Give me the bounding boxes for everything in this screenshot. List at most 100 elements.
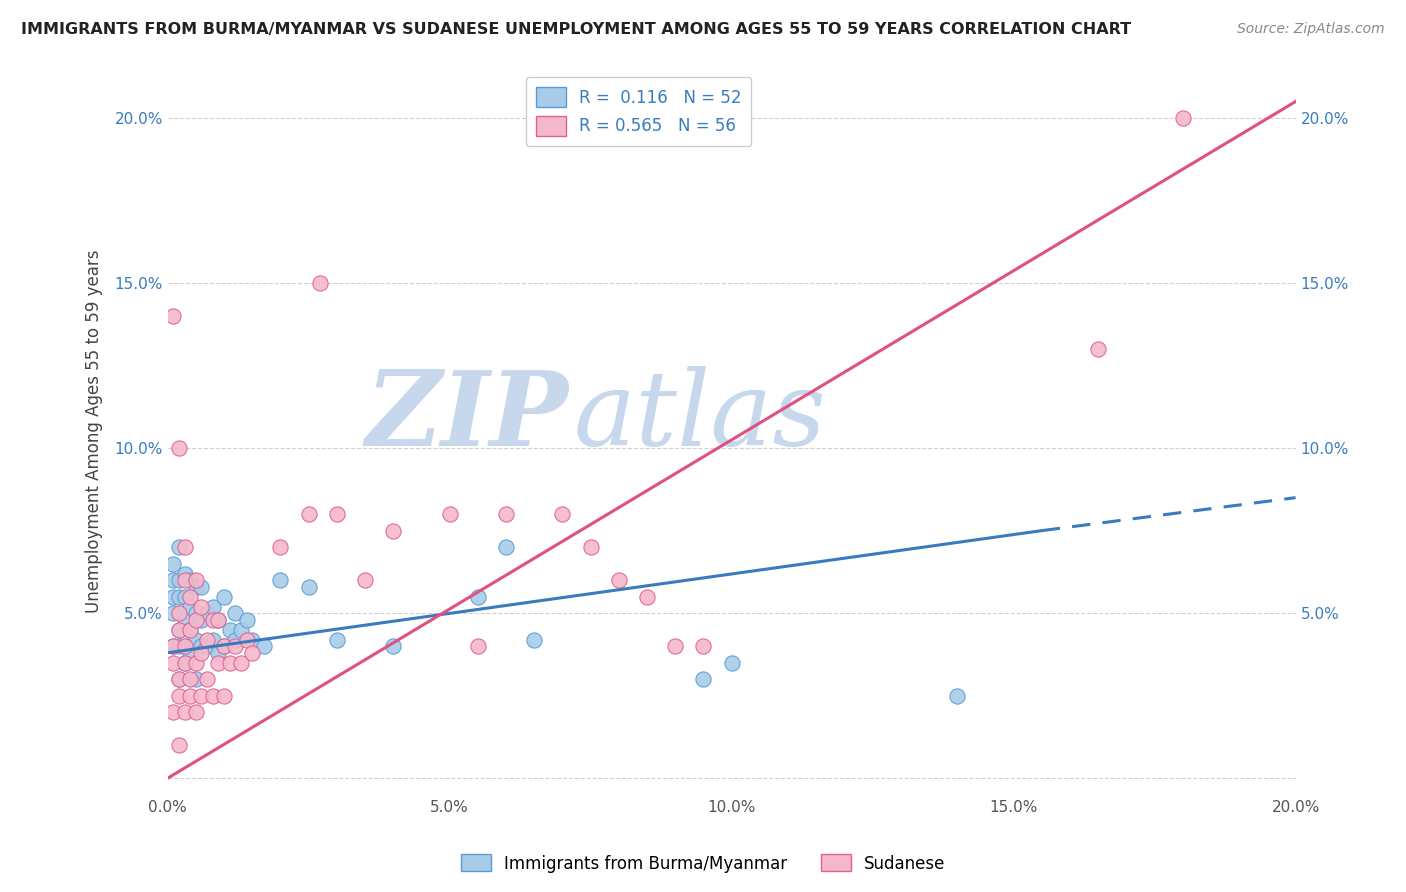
Point (162, 590, 184, 604)
Point (190, 580, 212, 594)
Point (309, 276, 332, 290)
Point (354, 573, 377, 587)
Point (167, 689, 190, 703)
Point (162, 656, 184, 670)
Point (184, 573, 207, 587)
Point (326, 507, 349, 521)
Point (173, 540, 195, 554)
Point (224, 639, 246, 653)
Point (195, 672, 218, 686)
Point (190, 599, 212, 614)
Point (229, 623, 252, 637)
Point (1087, 342, 1109, 356)
Point (162, 639, 184, 653)
Legend: R =  0.116   N = 52, R = 0.565   N = 56: R = 0.116 N = 52, R = 0.565 N = 56 (526, 77, 751, 146)
Point (207, 656, 229, 670)
Point (173, 566, 195, 581)
Point (167, 623, 190, 637)
Point (173, 573, 195, 587)
Point (207, 646, 229, 660)
Point (946, 689, 969, 703)
Point (195, 639, 218, 653)
Point (167, 672, 190, 686)
Point (692, 672, 714, 686)
Point (184, 632, 207, 647)
Point (240, 632, 263, 647)
Point (382, 524, 405, 538)
Point (439, 507, 461, 521)
Point (162, 557, 184, 571)
Point (179, 689, 201, 703)
Point (179, 623, 201, 637)
Point (298, 580, 321, 594)
Point (184, 672, 207, 686)
Point (190, 689, 212, 703)
Point (224, 606, 246, 620)
Point (607, 573, 630, 587)
Point (167, 623, 190, 637)
Point (218, 623, 240, 637)
Point (201, 613, 224, 627)
Point (184, 705, 207, 719)
Text: IMMIGRANTS FROM BURMA/MYANMAR VS SUDANESE UNEMPLOYMENT AMONG AGES 55 TO 59 YEARS: IMMIGRANTS FROM BURMA/MYANMAR VS SUDANES… (21, 22, 1132, 37)
Point (224, 632, 246, 647)
Point (201, 599, 224, 614)
Point (167, 639, 190, 653)
Point (179, 599, 201, 614)
Point (269, 540, 291, 554)
Point (162, 573, 184, 587)
Point (184, 580, 207, 594)
Point (179, 672, 201, 686)
Point (523, 632, 546, 647)
Point (173, 705, 195, 719)
Point (173, 656, 195, 670)
Point (179, 590, 201, 604)
Point (184, 613, 207, 627)
Point (173, 639, 195, 653)
Point (298, 507, 321, 521)
Point (269, 573, 291, 587)
Point (162, 705, 184, 719)
Point (235, 632, 257, 647)
Point (167, 441, 190, 455)
Point (212, 639, 235, 653)
Text: ZIP: ZIP (366, 367, 568, 467)
Point (167, 738, 190, 752)
Point (162, 606, 184, 620)
Point (218, 656, 240, 670)
Point (229, 656, 252, 670)
Point (179, 623, 201, 637)
Point (467, 590, 489, 604)
Point (252, 639, 274, 653)
Point (190, 639, 212, 653)
Point (201, 689, 224, 703)
Point (195, 632, 218, 647)
Point (664, 639, 686, 653)
Point (195, 606, 218, 620)
Point (1171, 111, 1194, 125)
Point (162, 639, 184, 653)
Point (495, 540, 517, 554)
Point (173, 590, 195, 604)
Point (692, 639, 714, 653)
Point (184, 606, 207, 620)
Point (495, 507, 517, 521)
Point (207, 613, 229, 627)
Point (179, 646, 201, 660)
Point (190, 613, 212, 627)
Point (212, 689, 235, 703)
Point (551, 507, 574, 521)
Point (207, 613, 229, 627)
Point (173, 656, 195, 670)
Legend: Immigrants from Burma/Myanmar, Sudanese: Immigrants from Burma/Myanmar, Sudanese (454, 847, 952, 880)
Point (212, 590, 235, 604)
Point (167, 606, 190, 620)
Y-axis label: Unemployment Among Ages 55 to 59 years: Unemployment Among Ages 55 to 59 years (86, 250, 103, 614)
Point (467, 639, 489, 653)
Point (162, 309, 184, 323)
Point (235, 613, 257, 627)
Point (720, 656, 742, 670)
Point (167, 590, 190, 604)
Point (636, 590, 658, 604)
Point (190, 646, 212, 660)
